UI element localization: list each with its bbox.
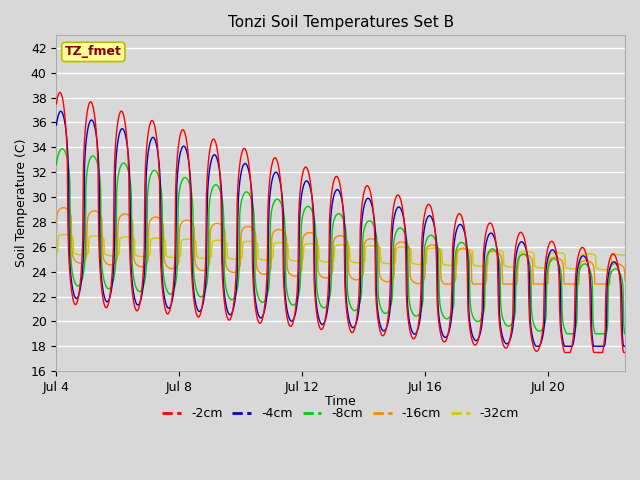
Y-axis label: Soil Temperature (C): Soil Temperature (C) bbox=[15, 139, 28, 267]
X-axis label: Time: Time bbox=[325, 395, 356, 408]
Text: TZ_fmet: TZ_fmet bbox=[65, 46, 122, 59]
Title: Tonzi Soil Temperatures Set B: Tonzi Soil Temperatures Set B bbox=[228, 15, 454, 30]
Legend: -2cm, -4cm, -8cm, -16cm, -32cm: -2cm, -4cm, -8cm, -16cm, -32cm bbox=[157, 402, 524, 425]
